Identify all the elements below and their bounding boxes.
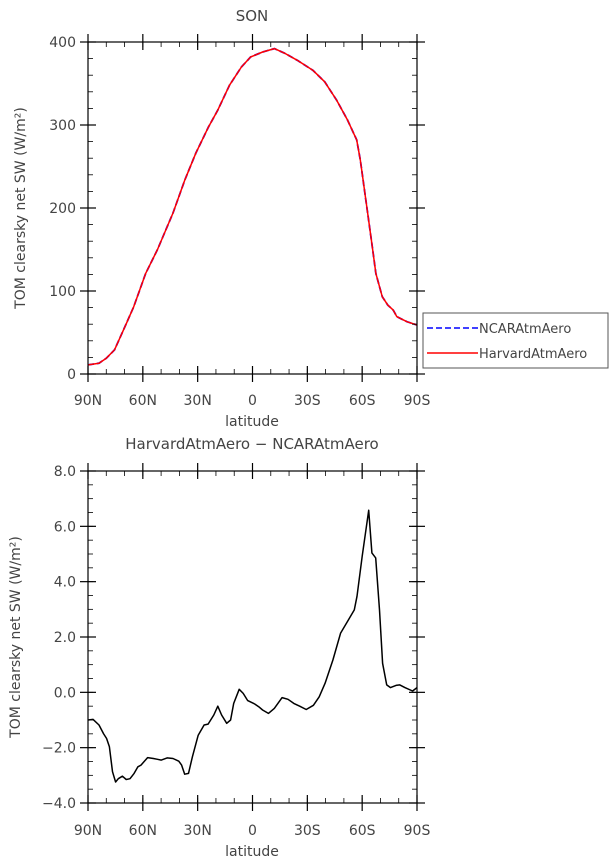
- y-tick-label: 2.0: [54, 630, 76, 646]
- y-tick-label: 4.0: [54, 575, 76, 591]
- top-chart: SON latitude TOM clearsky net SW (W/m²) …: [13, 7, 430, 430]
- x-tick-label: 0: [248, 823, 257, 839]
- chart-title: SON: [236, 7, 269, 25]
- x-tick-label: 60N: [129, 393, 157, 409]
- y-tick-label: 200: [49, 201, 76, 217]
- x-tick-label: 90S: [404, 823, 431, 839]
- x-axis-label: latitude: [225, 844, 279, 860]
- chart-title: HarvardAtmAero − NCARAtmAero: [125, 435, 378, 453]
- series-line-difference: [87, 509, 418, 783]
- x-axis-label: latitude: [225, 414, 279, 430]
- x-tick-label: 90N: [74, 823, 102, 839]
- x-tick-label: 30S: [294, 823, 321, 839]
- x-tick-label: 60S: [349, 393, 376, 409]
- legend-box: [422, 312, 609, 369]
- x-tick-label: 60S: [349, 823, 376, 839]
- bottom-chart: HarvardAtmAero − NCARAtmAero latitude TO…: [8, 435, 430, 860]
- x-tick-label: 30N: [184, 823, 212, 839]
- y-axis-label: TOM clearsky net SW (W/m²): [8, 536, 24, 739]
- y-tick-label: 0.0: [54, 685, 76, 701]
- series-line-ncaratmaero: [87, 47, 418, 366]
- x-tick-label: 30S: [294, 393, 321, 409]
- x-tick-label: 0: [248, 393, 257, 409]
- x-tick-label: 90N: [74, 393, 102, 409]
- y-tick-label: 6.0: [54, 519, 76, 535]
- legend-label-harvard: HarvardAtmAero: [479, 347, 587, 362]
- y-tick-label: −4.0: [42, 796, 76, 812]
- x-tick-label: 90S: [404, 393, 431, 409]
- y-axis-label: TOM clearsky net SW (W/m²): [13, 107, 29, 310]
- x-tick-label: 60N: [129, 823, 157, 839]
- legend: NCARAtmAero HarvardAtmAero: [422, 312, 609, 369]
- y-tick-label: 300: [49, 118, 76, 134]
- series-line-harvardatmaero: [87, 47, 418, 366]
- y-tick-label: 400: [49, 35, 76, 51]
- legend-label-ncar: NCARAtmAero: [479, 322, 571, 337]
- y-tick-label: 0: [67, 367, 76, 383]
- y-tick-label: 8.0: [54, 464, 76, 480]
- y-tick-label: 100: [49, 284, 76, 300]
- y-tick-label: −2.0: [42, 741, 76, 757]
- x-tick-label: 30N: [184, 393, 212, 409]
